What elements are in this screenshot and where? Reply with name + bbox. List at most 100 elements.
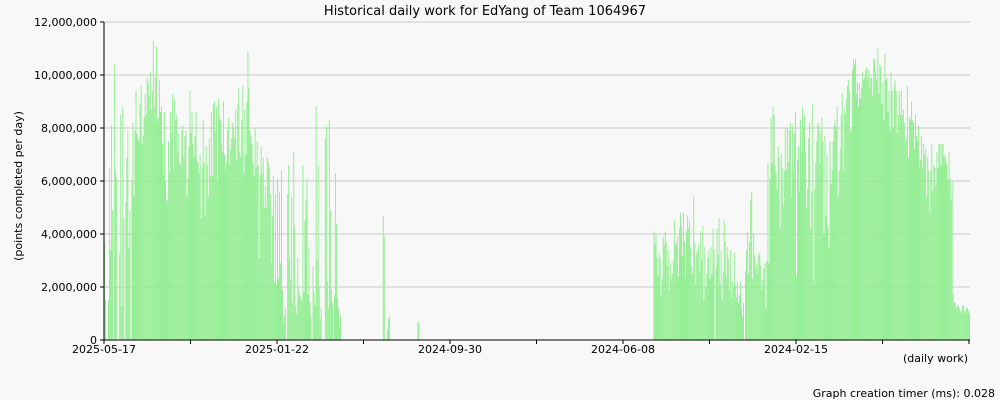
daily-work-bar: [895, 90, 897, 341]
daily-work-bar: [669, 263, 671, 340]
daily-work-bar: [721, 300, 723, 340]
daily-work-bar: [295, 305, 297, 340]
daily-work-bar: [772, 106, 774, 340]
daily-work-bar: [841, 93, 843, 340]
daily-work-bar: [193, 157, 195, 340]
daily-work-bar: [966, 308, 968, 340]
daily-work-bar: [920, 159, 922, 340]
daily-work-bar: [692, 273, 694, 340]
daily-work-bar: [916, 135, 918, 340]
daily-work-bar: [732, 287, 734, 340]
daily-work-bar: [702, 226, 704, 340]
daily-work-bar: [317, 165, 319, 340]
daily-work-bar: [290, 279, 292, 340]
daily-work-bar: [386, 329, 388, 340]
daily-work-bar: [274, 194, 276, 340]
daily-work-bar: [735, 297, 737, 340]
daily-work-bar: [678, 228, 680, 340]
daily-work-bar: [853, 64, 855, 341]
daily-work-bar: [278, 279, 279, 340]
daily-work-bar: [388, 316, 390, 340]
daily-work-bar: [913, 122, 914, 340]
daily-work-bar: [270, 263, 272, 340]
daily-work-bar: [927, 157, 929, 340]
daily-work-bar: [917, 141, 919, 340]
daily-work-bar: [953, 302, 955, 340]
daily-work-bar: [213, 101, 215, 340]
daily-work-bar: [914, 149, 915, 340]
daily-work-bar: [145, 114, 147, 340]
daily-work-bar: [150, 109, 152, 340]
daily-work-bar: [786, 128, 788, 340]
daily-work-bar: [711, 273, 713, 340]
daily-work-bar: [316, 260, 318, 340]
daily-work-bar: [945, 162, 947, 340]
x-tick-label: 2024-06-08: [591, 343, 655, 356]
daily-work-bar: [750, 199, 752, 340]
graph-timer-text: Graph creation timer (ms): 0.028: [813, 387, 995, 400]
daily-work-bar: [707, 257, 709, 340]
daily-work-bar: [872, 96, 874, 340]
daily-work-bar: [726, 247, 728, 340]
daily-work-bar: [902, 109, 904, 340]
daily-work-bar: [273, 281, 275, 340]
daily-work-bar: [730, 297, 732, 340]
daily-work-bar: [175, 120, 177, 340]
daily-work-bar: [875, 72, 877, 340]
daily-work-bar: [950, 199, 952, 340]
daily-work-bar: [269, 194, 271, 340]
daily-work-bar: [206, 165, 208, 340]
daily-work-bar: [794, 112, 796, 340]
daily-work-bar: [293, 151, 295, 340]
daily-work-bar: [134, 130, 136, 340]
daily-work-bar: [851, 69, 853, 340]
daily-work-bar: [827, 226, 829, 340]
daily-work-bar: [152, 40, 154, 341]
daily-work-bar: [667, 249, 669, 340]
daily-work-bar: [235, 109, 237, 340]
daily-work-bar: [761, 289, 763, 340]
daily-work-bar: [947, 181, 949, 340]
daily-work-bar: [120, 114, 122, 340]
daily-work-bar: [282, 289, 284, 340]
daily-work-bar: [855, 59, 856, 340]
daily-work-bar: [770, 117, 772, 341]
daily-work-bar: [187, 178, 189, 340]
daily-work-bar: [267, 162, 269, 340]
daily-work-bar: [745, 271, 747, 340]
daily-work-bar: [820, 130, 822, 340]
daily-work-bar: [264, 186, 266, 340]
daily-work-bar: [752, 279, 754, 340]
daily-work-bar: [137, 138, 139, 340]
daily-work-bar: [254, 128, 256, 340]
daily-work-bar: [657, 276, 659, 340]
daily-work-bar: [240, 157, 242, 340]
daily-work-bar: [260, 146, 262, 340]
daily-work-bar: [847, 80, 849, 341]
y-tick-label: 2,000,000: [41, 281, 97, 294]
daily-work-bar: [157, 117, 159, 341]
daily-work-bar: [727, 257, 729, 340]
daily-work-bar: [748, 273, 750, 340]
daily-work-bar: [237, 104, 239, 341]
y-tick-label: 10,000,000: [34, 69, 97, 82]
daily-work-bar: [808, 138, 810, 340]
daily-work-bar: [960, 313, 962, 340]
daily-work-bar: [202, 120, 204, 340]
daily-work-bar: [382, 215, 384, 340]
daily-work-bar: [876, 80, 878, 341]
daily-work-bar: [813, 284, 815, 340]
daily-work-bar: [676, 236, 678, 340]
daily-work-bar: [326, 281, 328, 340]
daily-work-bar: [815, 162, 817, 340]
daily-work-bar: [283, 324, 285, 340]
daily-work-bar: [767, 162, 769, 340]
daily-work-bar: [967, 310, 969, 340]
daily-work-bar: [128, 247, 130, 340]
daily-work-bar: [310, 316, 312, 340]
daily-work-bar: [830, 183, 832, 340]
daily-work-bar: [901, 114, 903, 340]
daily-work-bar: [765, 308, 767, 340]
daily-work-bar: [742, 316, 743, 340]
daily-work-bar: [701, 260, 703, 340]
